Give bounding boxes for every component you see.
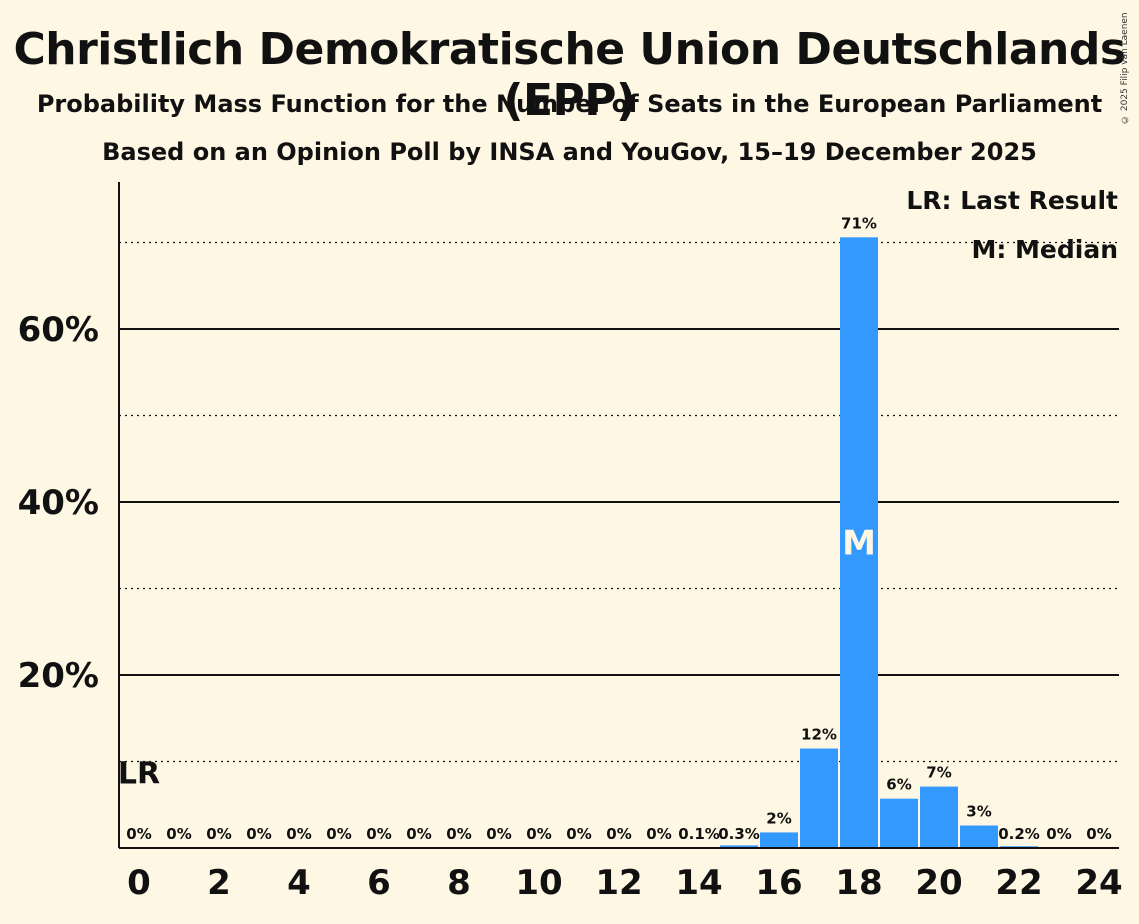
x-tick-label-20: 20 [915, 863, 962, 903]
bar-value-label-3: 0% [246, 825, 271, 843]
last-result-marker: LR [118, 757, 160, 792]
bars-group [680, 237, 1038, 848]
axes-group [118, 182, 1119, 849]
x-tick-label-24: 24 [1075, 863, 1122, 903]
bar-value-label-20: 7% [926, 764, 951, 782]
bar-value-label-0: 0% [126, 825, 151, 843]
bar-value-label-19: 6% [886, 776, 911, 794]
bar-value-label-14: 0.1% [678, 825, 720, 843]
bar-value-label-16: 2% [766, 809, 791, 827]
bar-value-label-1: 0% [166, 825, 191, 843]
bar-value-label-8: 0% [446, 825, 471, 843]
x-tick-label-22: 22 [995, 863, 1042, 903]
chart-title: Christlich Demokratische Union Deutschla… [13, 24, 1126, 126]
bar-value-label-21: 3% [966, 803, 991, 821]
bar-value-label-6: 0% [366, 825, 391, 843]
legend-last-result: LR: Last Result [906, 186, 1118, 215]
y-tick-label-60: 60% [18, 310, 99, 350]
bar-16 [760, 832, 798, 848]
bar-value-label-11: 0% [566, 825, 591, 843]
bar-20 [920, 786, 958, 848]
x-tick-label-16: 16 [755, 863, 802, 903]
x-tick-label-2: 2 [207, 863, 231, 903]
bar-value-label-22: 0.2% [998, 825, 1040, 843]
x-tick-label-18: 18 [835, 863, 882, 903]
labels-group: 20%40%60%0% 0% 0% 0% 0% 0% 0% 0% 0% 0% 0% 0% 0% 0% 0.1… [18, 214, 1123, 903]
bar-value-label-13: 0% [646, 825, 671, 843]
bar-value-label-9: 0% [486, 825, 511, 843]
grid-lines [119, 241, 1119, 763]
bar-15 [720, 845, 758, 848]
chart-subtitle: Probability Mass Function for the Number… [36, 90, 1103, 118]
y-tick-label-40: 40% [18, 483, 99, 523]
bar-value-label-18: 71% [841, 214, 877, 232]
x-tick-label-4: 4 [287, 863, 311, 903]
chart-source-subtitle: Based on an Opinion Poll by INSA and You… [102, 138, 1037, 166]
x-tick-label-6: 6 [367, 863, 391, 903]
y-tick-label-20: 20% [18, 656, 99, 696]
bar-value-label-7: 0% [406, 825, 431, 843]
x-tick-label-10: 10 [515, 863, 562, 903]
bar-value-label-17: 12% [801, 726, 837, 744]
legend-median: M: Median [971, 235, 1118, 264]
bar-value-label-15: 0.3% [718, 825, 760, 843]
bar-value-label-12: 0% [606, 825, 631, 843]
x-tick-label-0: 0 [127, 863, 151, 903]
bar-18 [840, 237, 878, 848]
x-tick-label-12: 12 [595, 863, 642, 903]
bar-17 [800, 748, 838, 848]
x-tick-label-8: 8 [447, 863, 471, 903]
bar-value-label-4: 0% [286, 825, 311, 843]
bar-19 [880, 798, 918, 848]
x-tick-label-14: 14 [675, 863, 722, 903]
median-marker: M [842, 524, 876, 564]
bar-value-label-23: 0% [1046, 825, 1071, 843]
bar-value-label-2: 0% [206, 825, 231, 843]
bar-value-label-10: 0% [526, 825, 551, 843]
bar-value-label-5: 0% [326, 825, 351, 843]
bar-value-label-24: 0% [1086, 825, 1111, 843]
bar-21 [960, 825, 998, 848]
